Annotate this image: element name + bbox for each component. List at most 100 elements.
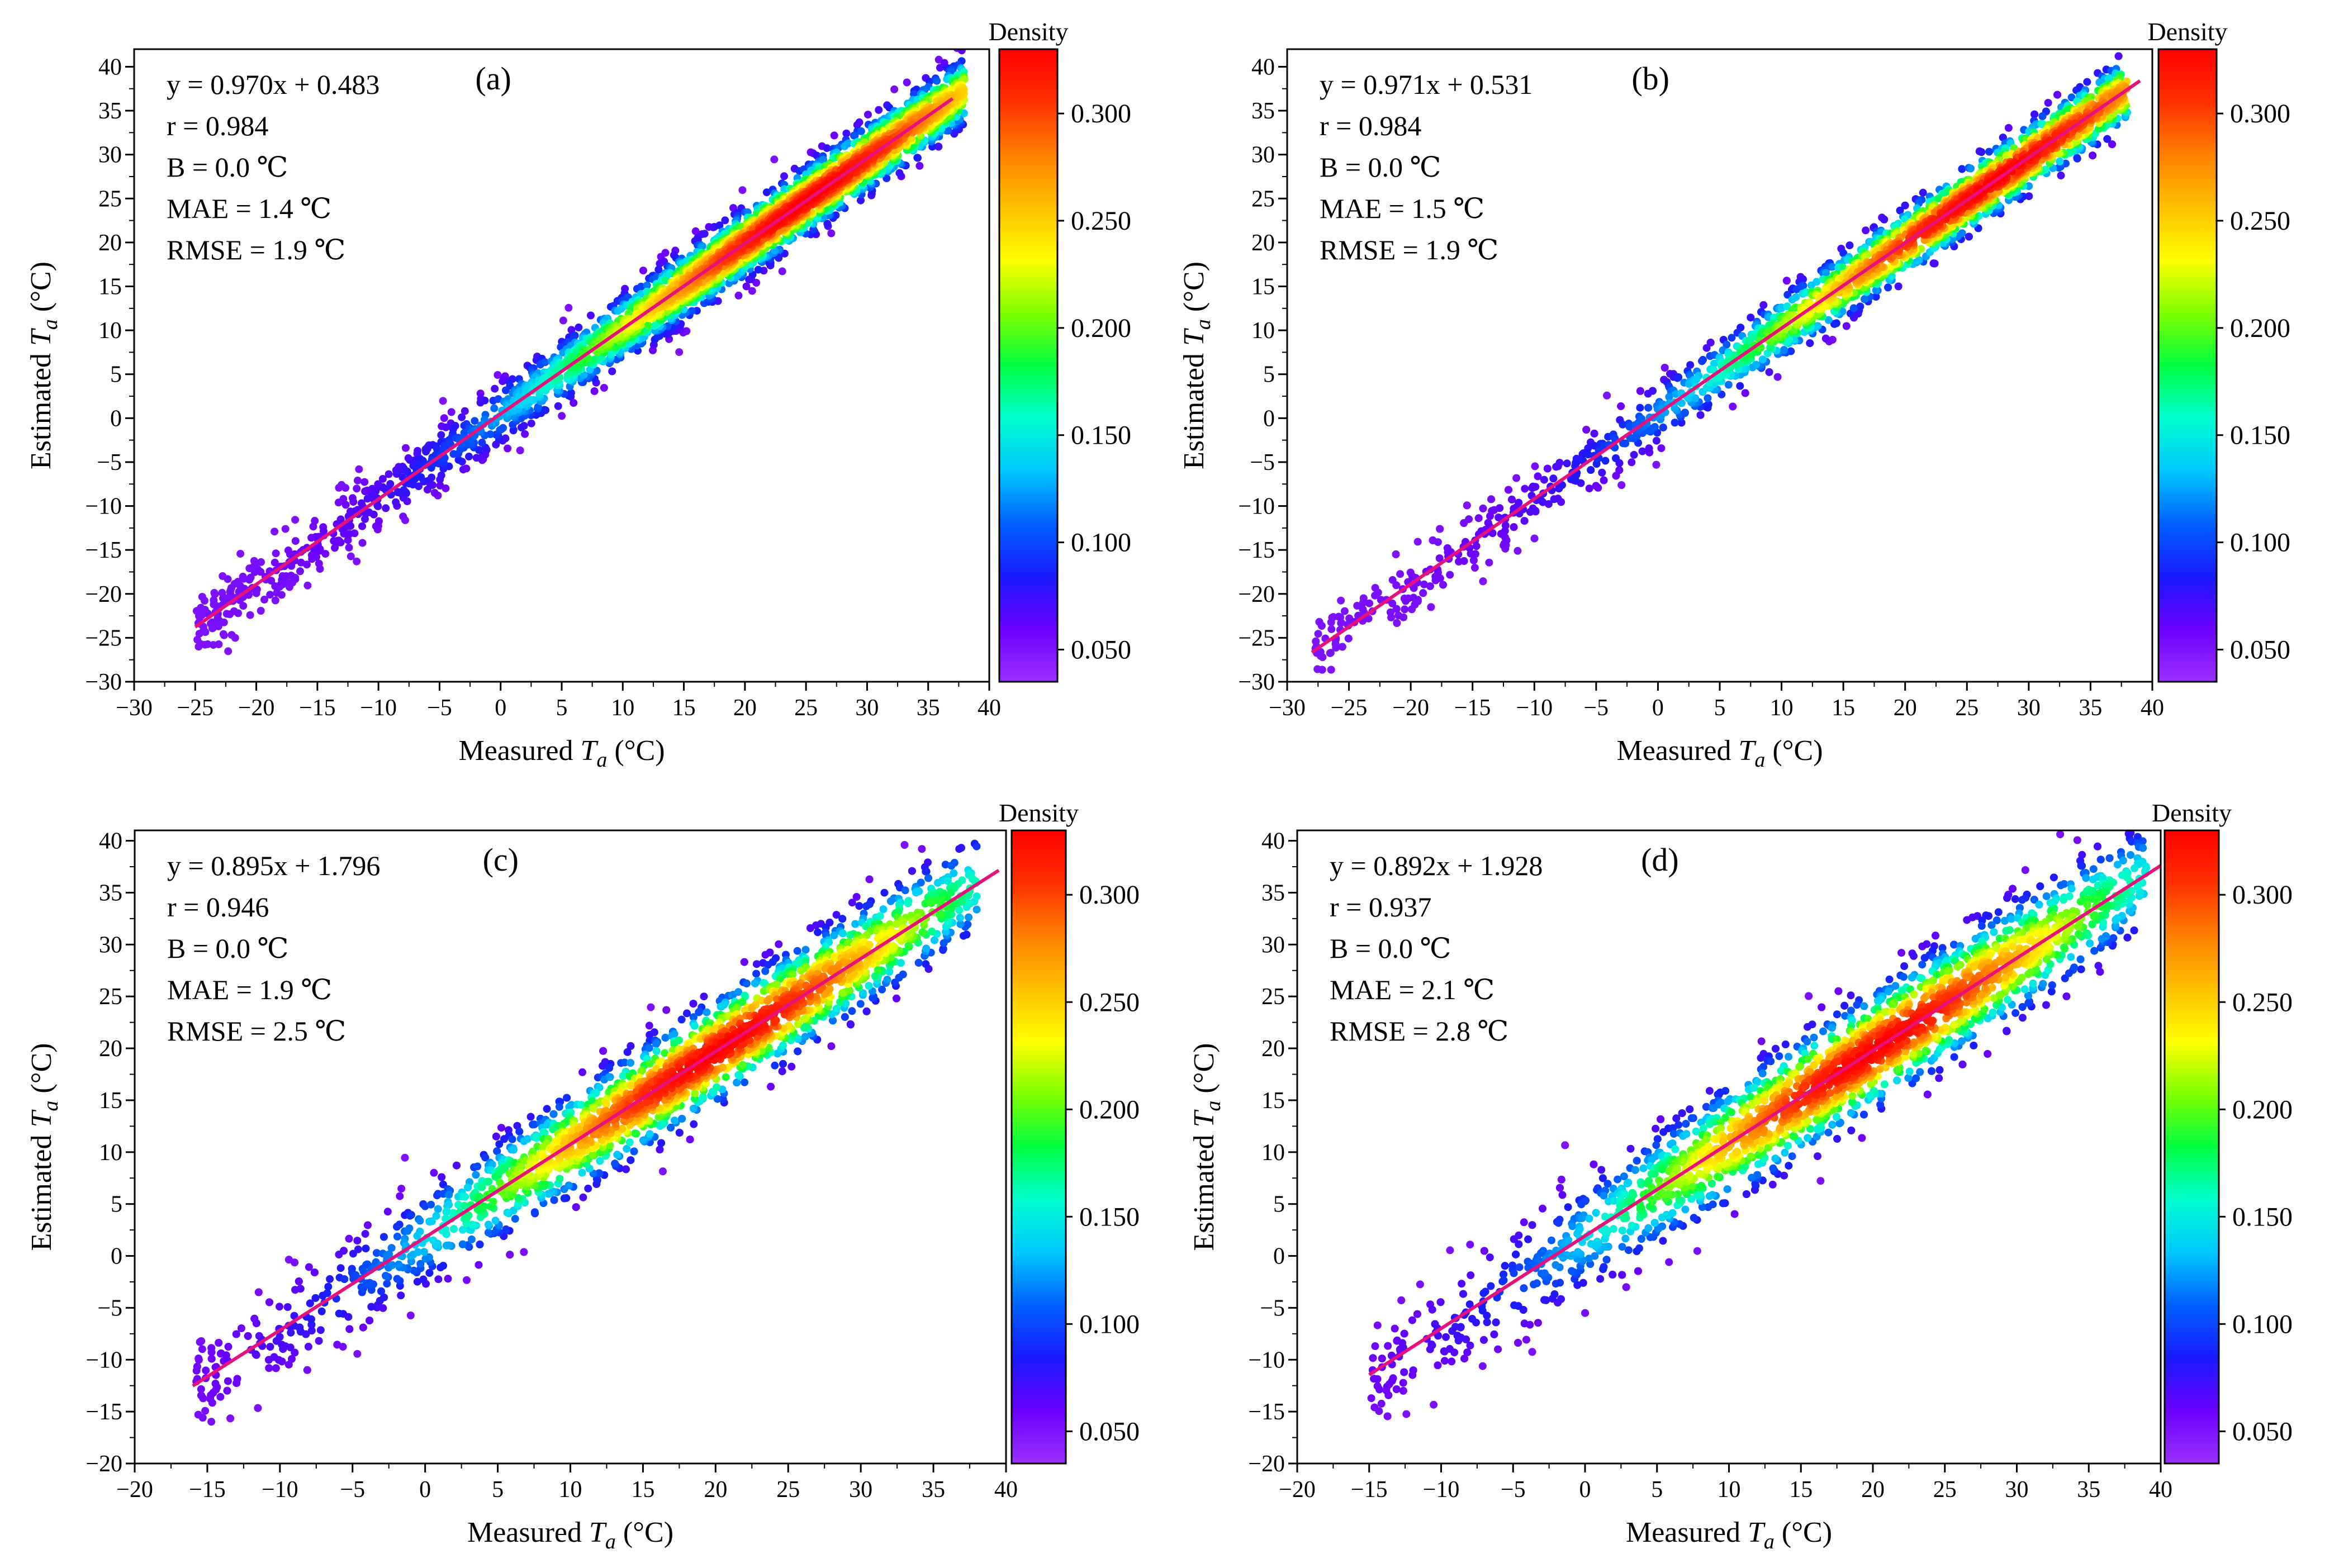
scatter-point (864, 111, 872, 119)
scatter-point (608, 367, 616, 376)
scatter-point (1359, 598, 1367, 607)
scatter-point (1948, 235, 1956, 244)
scatter-point (1849, 304, 1858, 312)
scatter-point (1657, 444, 1666, 453)
scatter-point (1401, 605, 1409, 614)
y-tick-label: 5 (110, 362, 122, 388)
scatter-point (857, 196, 865, 205)
scatter-point (1828, 263, 1837, 271)
scatter-point (2103, 135, 2112, 143)
x-tick-label: 25 (794, 695, 818, 721)
scatter-point (1677, 399, 1686, 407)
scatter-point (344, 536, 352, 544)
scatter-point (378, 475, 387, 483)
scatter-point (365, 508, 373, 516)
scatter-point (1824, 316, 1833, 324)
scatter-point (1543, 464, 1552, 473)
scatter-point (472, 454, 481, 462)
scatter-point (1601, 457, 1610, 465)
scatter-point (698, 242, 706, 250)
scatter-point (339, 495, 348, 503)
x-tick-label: −25 (177, 695, 214, 721)
scatter-point (1861, 295, 1868, 303)
scatter-point (1394, 611, 1402, 620)
scatter-point (360, 478, 369, 486)
scatter-point (1563, 459, 1571, 468)
scatter-point (2108, 140, 2116, 149)
scatter-point (1393, 619, 1401, 627)
scatter-point (651, 322, 659, 330)
scatter-point (1758, 355, 1767, 364)
scatter-point (715, 221, 724, 230)
scatter-point (508, 375, 516, 383)
scatter-point (1752, 360, 1760, 369)
scatter-point (1419, 589, 1427, 597)
scatter-point (273, 588, 281, 597)
scatter-point (296, 567, 304, 576)
scatter-point (1686, 361, 1695, 369)
scatter-points (192, 49, 969, 655)
scatter-point (742, 282, 751, 291)
scatter-point (471, 417, 479, 425)
scatter-point (1649, 387, 1657, 395)
scatter-point (1659, 424, 1667, 431)
scatter-point (883, 174, 891, 183)
scatter-point (559, 348, 567, 357)
scatter-point (675, 348, 684, 357)
scatter-point (230, 607, 238, 615)
scatter-point (458, 413, 466, 421)
scatter-point (239, 602, 248, 610)
scatter-point (1585, 484, 1593, 493)
scatter-point (1830, 320, 1838, 328)
scatter-point (913, 154, 922, 162)
y-tick-label: 15 (98, 274, 122, 300)
scatter-point (501, 386, 510, 395)
scatter-point (1612, 454, 1620, 462)
scatter-point (1514, 547, 1522, 555)
scatter-point (1780, 346, 1788, 354)
scatter-point (266, 591, 274, 599)
scatter-point (1603, 391, 1611, 400)
scatter-point (199, 623, 207, 631)
scatter-point (1821, 334, 1830, 343)
scatter-point (491, 384, 499, 393)
scatter-point (643, 281, 651, 289)
scatter-point (1839, 249, 1848, 258)
scatter-point (385, 470, 393, 478)
colorbar-tick-label: 0.100 (1071, 528, 1131, 558)
scatter-point (2025, 182, 2033, 191)
scatter-point (1747, 313, 1755, 322)
scatter-point (1488, 529, 1497, 537)
scatter-point (1652, 460, 1660, 469)
scatter-point (267, 577, 276, 585)
scatter-point (1534, 472, 1542, 481)
y-tick-label: 35 (98, 98, 122, 124)
scatter-point (2089, 151, 2097, 160)
y-tick-label: −10 (85, 494, 122, 520)
scatter-point (358, 539, 367, 547)
x-tick-label: −20 (238, 695, 275, 721)
scatter-point (436, 482, 444, 490)
scatter-point (1501, 521, 1510, 530)
y-tick-label: −20 (85, 582, 122, 607)
scatter-point (1487, 495, 1496, 503)
scatter-point (271, 596, 279, 605)
scatter-point (478, 439, 486, 446)
scatter-point (748, 287, 756, 295)
scatter-point (1645, 444, 1653, 453)
x-axis-title: Measured Ta (°C) (458, 735, 665, 772)
scatter-point (222, 610, 231, 618)
scatter-point (957, 49, 966, 55)
scatter-point (600, 384, 608, 392)
scatter-point (499, 377, 507, 386)
x-tick-label: −5 (427, 695, 452, 721)
x-tick-label: 30 (855, 695, 879, 721)
scatter-point (1644, 403, 1653, 412)
scatter-point (1806, 339, 1814, 348)
scatter-point (341, 501, 350, 509)
scatter-point (1967, 164, 1975, 173)
scatter-point (590, 387, 599, 395)
y-tick-label: 30 (98, 142, 122, 168)
y-tick-label: −25 (85, 625, 122, 651)
scatter-point (1337, 619, 1345, 627)
